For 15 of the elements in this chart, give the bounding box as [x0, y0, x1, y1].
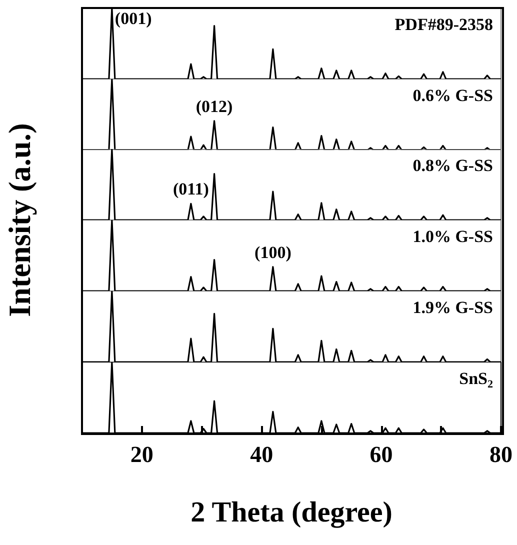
text: 1.0% G-SS	[412, 227, 494, 246]
text: 0.8% G-SS	[412, 156, 494, 176]
annotation: (001)	[114, 9, 152, 28]
x-tick-label: 60	[370, 442, 393, 466]
x-tick-label: 20	[130, 442, 154, 466]
x-axis-title: 2 Theta (degree)	[190, 496, 392, 528]
annotation: (100)	[254, 242, 292, 262]
annotation: (011)	[172, 180, 209, 200]
annotation: (012)	[196, 96, 233, 116]
text: PDF#89-2358	[394, 15, 494, 34]
text: 1.9% G-SS	[412, 298, 494, 317]
y-axis-title: Intensity (a.u.)	[1, 122, 38, 319]
text: 0.6% G-SS	[412, 86, 494, 105]
x-tick-label: 80	[490, 442, 512, 466]
x-tick-label: 40	[250, 442, 274, 466]
